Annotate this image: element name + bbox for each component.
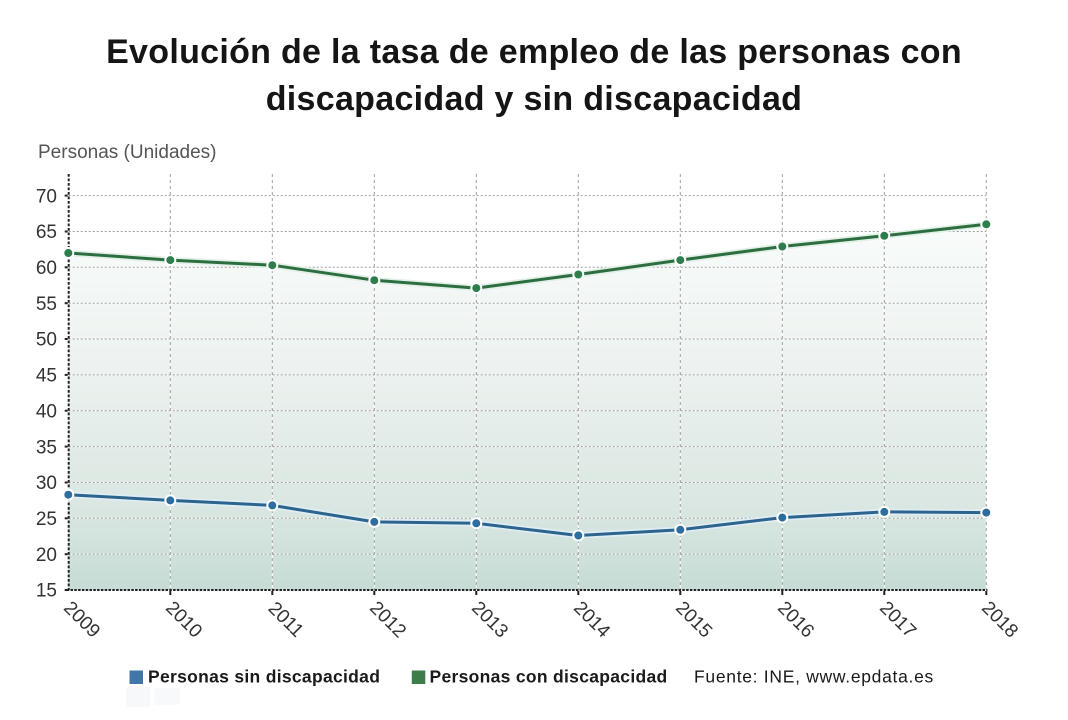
svg-text:2012: 2012 — [365, 598, 410, 643]
svg-text:2015: 2015 — [671, 598, 716, 643]
svg-text:2014: 2014 — [569, 598, 614, 643]
svg-text:45: 45 — [36, 366, 57, 387]
svg-text:40: 40 — [36, 401, 57, 422]
svg-text:Fuente: INE, www.epdata.es: Fuente: INE, www.epdata.es — [694, 667, 934, 687]
svg-text:15: 15 — [36, 581, 57, 602]
svg-text:Personas con discapacidad: Personas con discapacidad — [430, 667, 668, 687]
svg-text:20: 20 — [36, 545, 57, 566]
svg-text:2013: 2013 — [467, 598, 512, 643]
svg-text:2009: 2009 — [59, 598, 104, 643]
svg-text:2011: 2011 — [264, 598, 308, 642]
svg-text:35: 35 — [36, 437, 57, 458]
svg-text:55: 55 — [36, 294, 57, 315]
svg-text:70: 70 — [36, 186, 57, 207]
svg-text:2017: 2017 — [875, 598, 920, 643]
svg-text:2018: 2018 — [977, 598, 1022, 643]
svg-text:2016: 2016 — [773, 598, 818, 643]
svg-text:2010: 2010 — [161, 598, 206, 643]
svg-text:60: 60 — [36, 258, 57, 279]
svg-text:30: 30 — [36, 473, 57, 494]
svg-text:65: 65 — [36, 222, 57, 243]
svg-text:25: 25 — [36, 509, 57, 530]
svg-text:Personas sin discapacidad: Personas sin discapacidad — [148, 667, 380, 687]
svg-text:50: 50 — [36, 330, 57, 351]
